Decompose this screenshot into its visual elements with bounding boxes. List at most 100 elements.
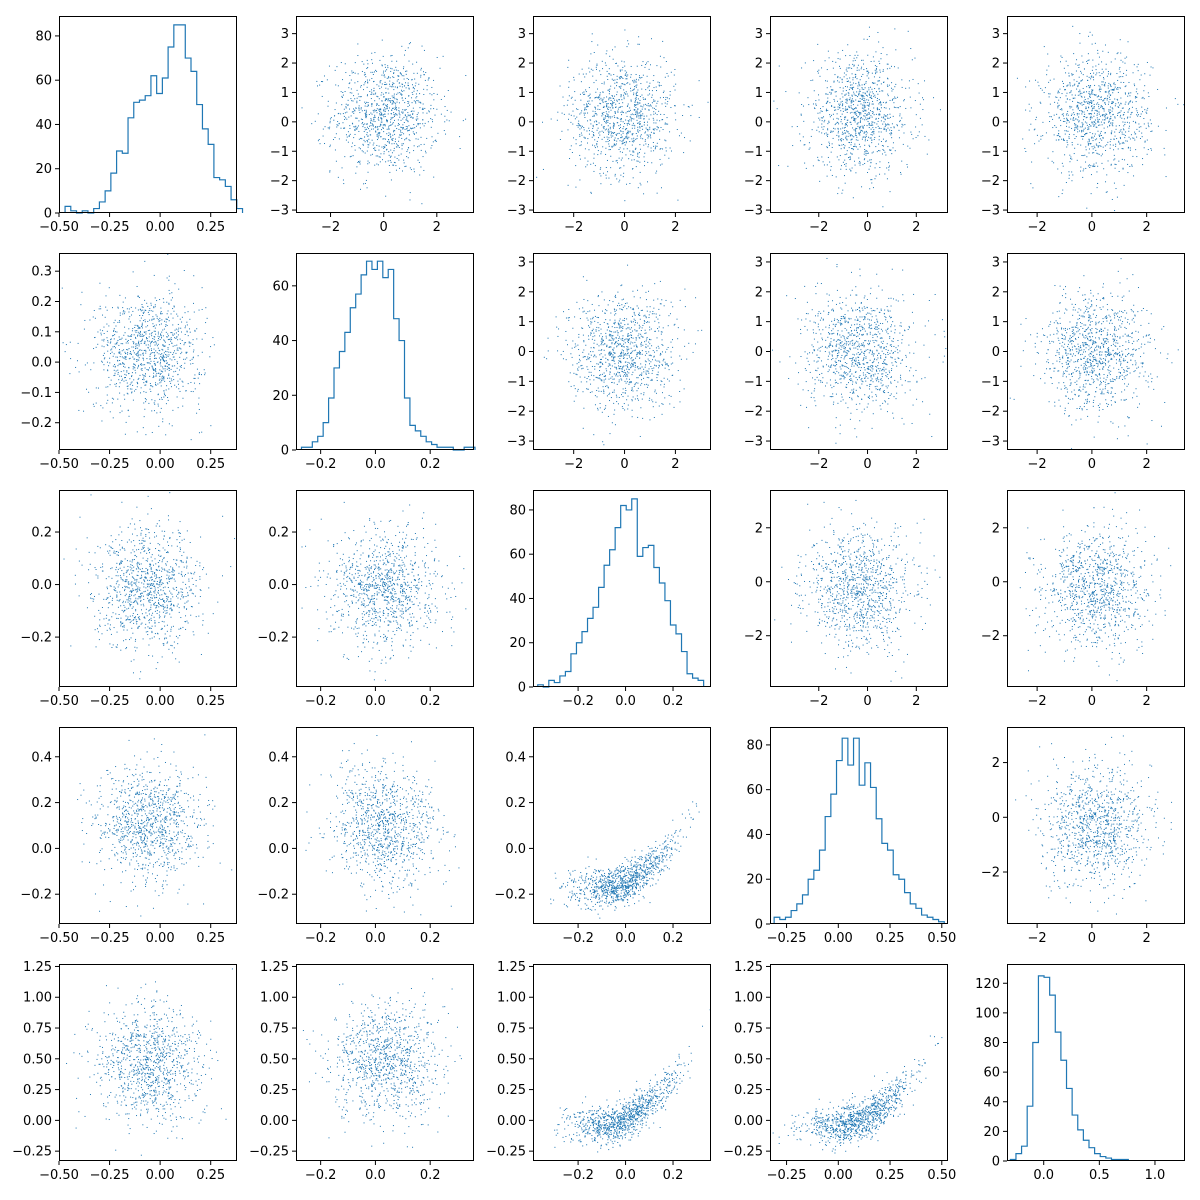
scatter-point: [420, 69, 422, 71]
scatter-point: [637, 131, 639, 133]
scatter-point: [864, 131, 866, 133]
scatter-point: [113, 398, 115, 400]
scatter-point: [830, 151, 832, 153]
scatter-point: [1100, 121, 1102, 123]
scatter-point: [420, 149, 422, 151]
scatter-point: [614, 46, 616, 48]
scatter-point: [109, 362, 111, 364]
scatter-point: [384, 144, 386, 146]
scatter-point: [1100, 88, 1102, 90]
scatter-point: [1091, 113, 1093, 115]
scatter-point: [617, 122, 619, 124]
scatter-point: [643, 118, 645, 120]
scatter-point: [146, 381, 148, 383]
scatter-point: [78, 409, 80, 411]
scatter-point: [393, 164, 395, 166]
scatter-point: [603, 97, 605, 99]
scatter-point: [675, 83, 677, 85]
scatter-point: [849, 142, 851, 144]
scatter-point: [592, 144, 594, 146]
scatter-point: [1095, 149, 1097, 151]
scatter-point: [599, 134, 601, 136]
scatter-point: [1110, 86, 1112, 88]
scatter-point: [1047, 53, 1049, 55]
scatter-point: [845, 99, 847, 101]
scatter-point: [354, 133, 356, 135]
scatter-point: [385, 195, 387, 197]
scatter-point: [1134, 121, 1136, 123]
scatter-point: [1071, 74, 1073, 76]
scatter-point: [105, 306, 107, 308]
scatter-point: [358, 96, 360, 98]
scatter-point: [1100, 105, 1102, 107]
scatter-point: [848, 157, 850, 159]
scatter-point: [341, 97, 343, 98]
scatter-point: [641, 64, 643, 66]
scatter-point: [647, 130, 649, 132]
scatter-point: [415, 101, 416, 103]
scatter-point: [656, 129, 658, 131]
scatter-point: [867, 172, 869, 173]
scatter-point: [1088, 107, 1090, 109]
scatter-point: [1073, 114, 1075, 116]
scatter-point: [630, 74, 632, 76]
scatter-point: [1147, 92, 1149, 94]
scatter-point: [145, 350, 147, 352]
scatter-point: [134, 358, 136, 360]
scatter-point: [641, 115, 643, 117]
scatter-point: [86, 362, 88, 364]
scatter-point: [1096, 72, 1098, 74]
scatter-point: [1115, 88, 1117, 90]
scatter-point: [1129, 147, 1131, 149]
scatter-point: [894, 150, 896, 152]
scatter-point: [1078, 64, 1080, 66]
scatter-point: [889, 149, 891, 151]
scatter-point: [101, 420, 103, 422]
scatter-point: [632, 122, 634, 124]
scatter-point: [1098, 56, 1100, 58]
scatter-point: [592, 162, 594, 164]
scatter-point: [864, 140, 866, 142]
scatter-point: [633, 124, 635, 126]
scatter-point: [898, 129, 900, 131]
scatter-point: [137, 295, 139, 297]
scatter-point: [363, 84, 365, 86]
scatter-point: [1091, 109, 1093, 111]
scatter-point: [601, 138, 603, 140]
scatter-point: [620, 120, 622, 122]
scatter-point: [1083, 128, 1085, 130]
scatter-point: [129, 357, 131, 359]
scatter-point: [403, 116, 405, 118]
scatter-point: [1083, 168, 1085, 170]
scatter-point: [571, 152, 573, 153]
scatter-point: [1082, 74, 1084, 76]
scatter-point: [884, 128, 886, 130]
scatter-point: [1092, 66, 1094, 68]
scatter-point: [144, 408, 146, 410]
scatter-point: [1118, 160, 1120, 162]
scatter-point: [869, 165, 871, 167]
scatter-point: [1089, 93, 1091, 95]
scatter-point: [410, 110, 412, 112]
scatter-point: [826, 80, 828, 82]
scatter-point: [804, 162, 806, 164]
scatter-point: [1083, 103, 1085, 105]
scatter-point: [853, 118, 855, 120]
scatter-point: [687, 106, 689, 108]
scatter-point: [867, 54, 869, 56]
scatter-point: [399, 116, 401, 118]
scatter-point: [413, 145, 415, 147]
scatter-point: [643, 144, 645, 146]
scatter-point: [341, 104, 343, 106]
scatter-point: [126, 392, 128, 394]
scatter-point: [825, 108, 827, 110]
scatter-point: [611, 132, 613, 134]
scatter-point: [386, 144, 388, 146]
scatter-point: [1116, 196, 1118, 198]
scatter-point: [1118, 112, 1120, 114]
scatter-point: [143, 402, 145, 404]
scatter-point: [856, 91, 858, 93]
scatter-point: [880, 127, 882, 129]
scatter-point: [915, 126, 917, 128]
scatter-point: [137, 328, 139, 330]
